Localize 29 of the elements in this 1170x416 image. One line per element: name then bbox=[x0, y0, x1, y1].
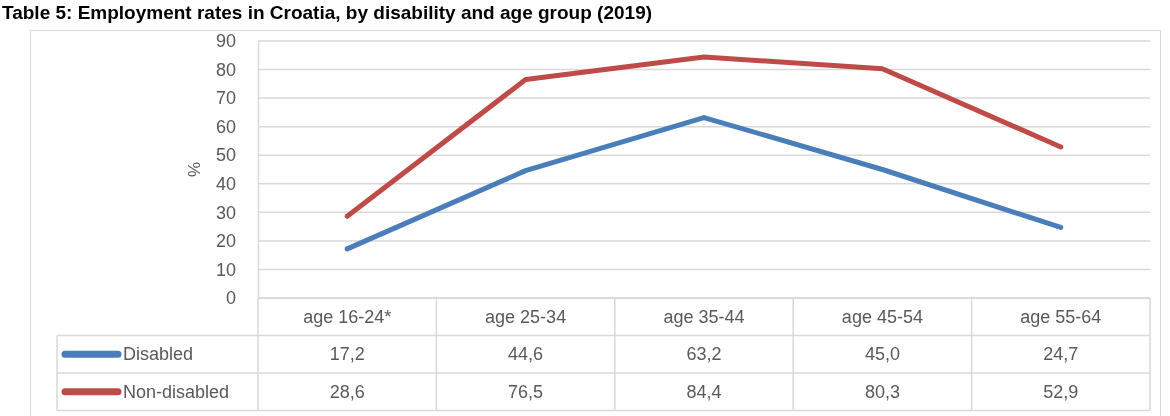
y-tick-label: 30 bbox=[215, 202, 236, 223]
y-tick-label: 70 bbox=[215, 88, 236, 109]
x-tick-label: age 45-54 bbox=[841, 306, 923, 327]
data-label: 80,3 bbox=[864, 381, 900, 402]
data-label: 44,6 bbox=[508, 344, 544, 365]
y-tick-label: 50 bbox=[215, 145, 236, 166]
y-tick-label: 40 bbox=[215, 174, 236, 195]
x-tick-label: age 25-34 bbox=[485, 306, 567, 327]
y-tick-label: 20 bbox=[215, 231, 236, 252]
data-label: 52,9 bbox=[1043, 381, 1079, 402]
data-label: 28,6 bbox=[329, 381, 365, 402]
legend-label: Non-disabled bbox=[123, 381, 230, 402]
legend-label: Disabled bbox=[123, 344, 194, 365]
x-tick-label: age 35-44 bbox=[663, 306, 745, 327]
y-tick-label: 90 bbox=[215, 31, 236, 52]
y-tick-label: 10 bbox=[215, 259, 236, 280]
data-label: 76,5 bbox=[508, 381, 544, 402]
data-label: 45,0 bbox=[864, 344, 900, 365]
data-label: 84,4 bbox=[686, 381, 722, 402]
data-label: 17,2 bbox=[329, 344, 365, 365]
y-tick-label: 60 bbox=[215, 116, 236, 137]
data-label: 63,2 bbox=[686, 344, 722, 365]
data-label: 24,7 bbox=[1043, 344, 1079, 365]
x-tick-label: age 16-24* bbox=[303, 306, 392, 327]
y-tick-label: 80 bbox=[215, 59, 236, 80]
x-tick-label: age 55-64 bbox=[1020, 306, 1102, 327]
chart-title: Table 5: Employment rates in Croatia, by disability and age group (2019) bbox=[2, 2, 653, 23]
y-tick-label: 0 bbox=[225, 288, 236, 309]
y-axis-title: % bbox=[185, 161, 204, 178]
